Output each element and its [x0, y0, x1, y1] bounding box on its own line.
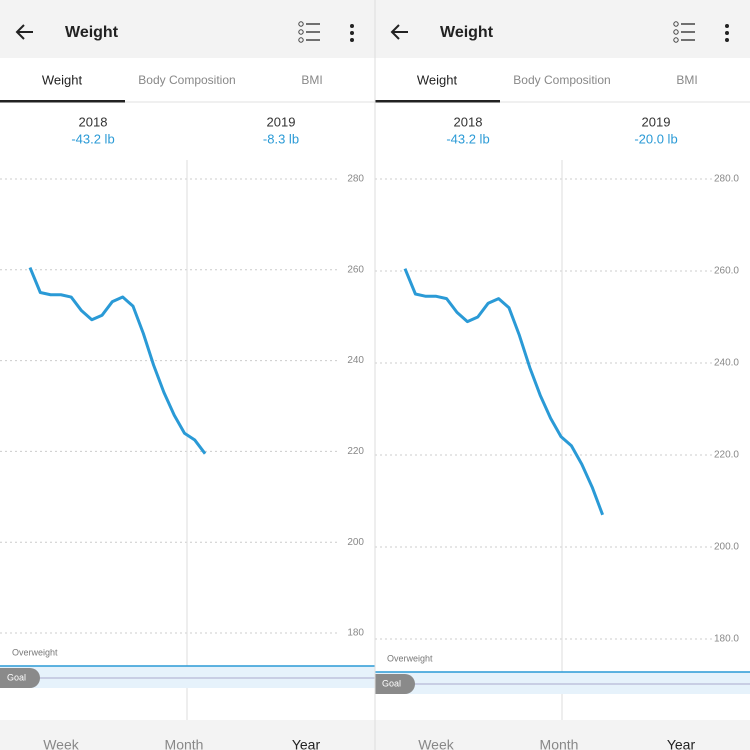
y-tick-label: 180 [347, 628, 364, 639]
period-button[interactable]: Year [292, 737, 321, 750]
more-dot [725, 31, 729, 35]
tab-indicator [0, 100, 125, 103]
screen-title: Weight [440, 24, 494, 41]
app-screen: Weight Weight Body Composition BMI 2018 -43.2… [0, 0, 375, 750]
tab-indicator [375, 100, 500, 103]
list-dot [298, 29, 304, 35]
period-button[interactable]: Month [165, 737, 204, 750]
year-change: -43.2 lb [446, 131, 489, 146]
year-label: 2018 [454, 114, 483, 129]
tab[interactable]: Weight [417, 72, 458, 87]
list-dot [673, 21, 679, 27]
year-change: -20.0 lb [634, 131, 677, 146]
band-label: Overweight [387, 653, 433, 663]
list-dot [298, 37, 304, 43]
year-change: -43.2 lb [71, 131, 114, 146]
more-dot [350, 31, 354, 35]
footer [375, 720, 750, 750]
period-button[interactable]: Week [418, 737, 455, 750]
list-button[interactable] [673, 21, 695, 43]
goal-pill [0, 668, 40, 688]
band [375, 672, 750, 694]
goal-label: Goal [382, 678, 401, 688]
footer [0, 720, 375, 750]
tab[interactable]: BMI [676, 73, 697, 87]
y-tick-label: 220.0 [714, 450, 739, 461]
period-button[interactable]: Week [43, 737, 80, 750]
more-button[interactable] [725, 24, 729, 42]
tab[interactable]: Body Composition [513, 73, 610, 87]
more-dot [725, 24, 729, 28]
y-tick-label: 280 [347, 174, 364, 185]
y-tick-label: 240.0 [714, 358, 739, 369]
y-tick-label: 240 [347, 355, 364, 366]
back-button[interactable] [390, 24, 408, 40]
y-tick-label: 180.0 [714, 634, 739, 645]
period-button[interactable]: Month [540, 737, 579, 750]
list-dot [673, 29, 679, 35]
goal-pill [375, 674, 415, 694]
app-screen: Weight Weight Body Composition BMI 2018 -43.2… [375, 0, 750, 750]
trend-line [403, 268, 605, 516]
y-tick-label: 200.0 [714, 542, 739, 553]
app-bar [375, 0, 750, 58]
trend-line [28, 266, 207, 455]
list-button[interactable] [298, 21, 320, 43]
back-button[interactable] [15, 24, 33, 40]
tab[interactable]: Body Composition [138, 73, 235, 87]
list-dot [673, 37, 679, 43]
tab[interactable]: BMI [301, 73, 322, 87]
band-label: Overweight [12, 647, 58, 657]
more-button[interactable] [350, 24, 354, 42]
y-tick-label: 200 [347, 537, 364, 548]
more-dot [725, 38, 729, 42]
goal-label: Goal [7, 672, 26, 682]
year-label: 2018 [79, 114, 108, 129]
y-tick-label: 220 [347, 446, 364, 457]
more-dot [350, 38, 354, 42]
y-tick-label: 280.0 [714, 174, 739, 185]
screen-title: Weight [65, 24, 119, 41]
app-bar [0, 0, 375, 58]
period-button[interactable]: Year [667, 737, 696, 750]
year-change: -8.3 lb [263, 131, 299, 146]
band [0, 666, 375, 688]
more-dot [350, 24, 354, 28]
y-tick-label: 260 [347, 264, 364, 275]
year-label: 2019 [267, 114, 296, 129]
y-tick-label: 260.0 [714, 266, 739, 277]
year-label: 2019 [642, 114, 671, 129]
tab[interactable]: Weight [42, 72, 83, 87]
list-dot [298, 21, 304, 27]
